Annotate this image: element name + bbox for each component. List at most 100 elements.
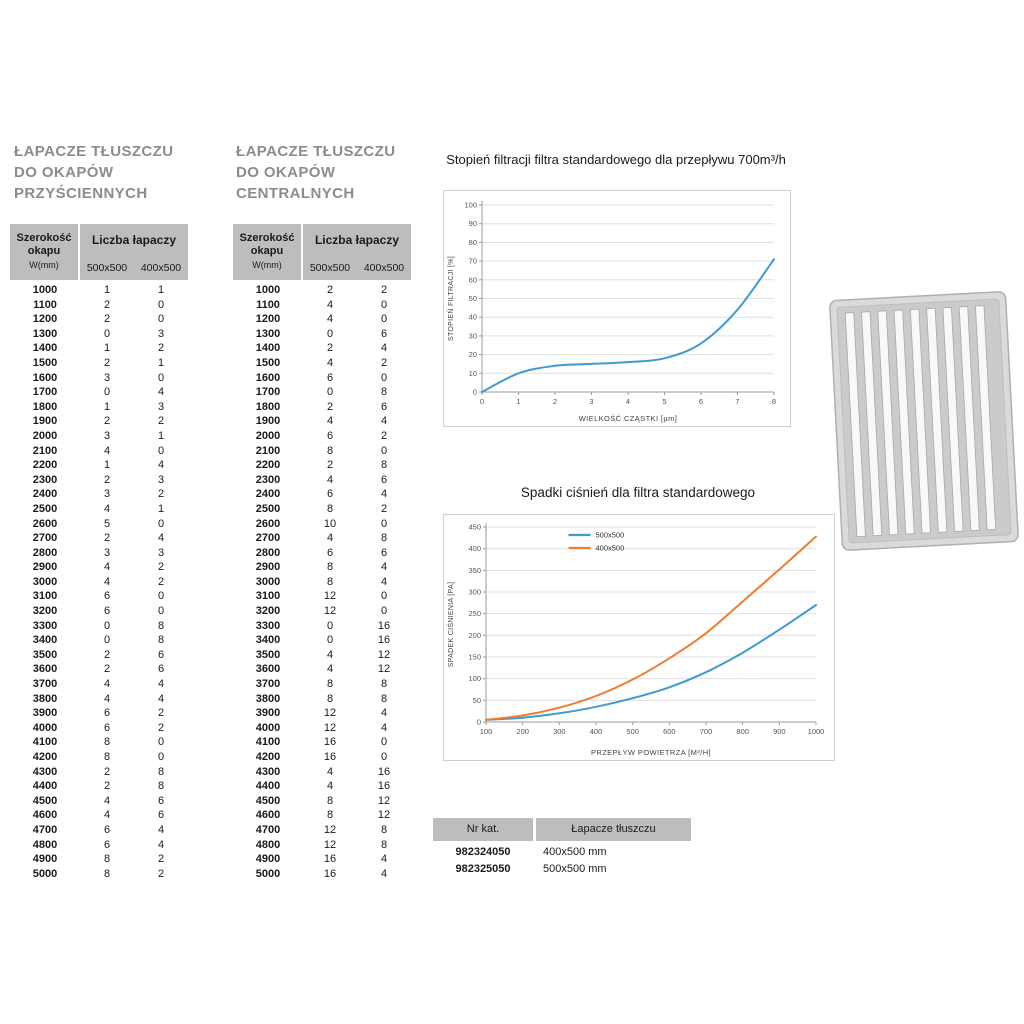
cell-hood-width: 4300 xyxy=(32,765,58,778)
cell-count-500x500: 6 xyxy=(103,590,111,603)
table-row: 4600 8 12 xyxy=(233,808,411,823)
cell-hood-width: 1100 xyxy=(33,298,57,311)
cell-hood-width: 2900 xyxy=(32,561,58,574)
cell-hood-width: 5000 xyxy=(32,867,58,880)
title-line: CENTRALNYCH xyxy=(236,185,355,202)
cell-hood-width: 1800 xyxy=(255,400,281,413)
y-tick-label: 60 xyxy=(469,275,477,284)
table-row: 4100 16 0 xyxy=(233,735,411,750)
cell-count-400x500: 2 xyxy=(157,415,165,428)
filter-slot xyxy=(958,306,980,532)
cell-count-400x500: 0 xyxy=(380,736,388,749)
y-tick-label: 200 xyxy=(468,631,481,640)
y-tick-label: 100 xyxy=(464,201,477,210)
x-tick-label: 100 xyxy=(480,727,493,736)
cell-count-500x500: 6 xyxy=(326,429,334,442)
table-row: 2300 4 6 xyxy=(233,473,411,488)
cell-count-500x500: 2 xyxy=(103,780,111,793)
cell-hood-width: 5000 xyxy=(255,867,281,880)
cell-count-500x500: 4 xyxy=(326,765,334,778)
cell-count-500x500: 6 xyxy=(103,721,111,734)
legend-label: 400x500 xyxy=(596,544,625,553)
cell-hood-width: 3400 xyxy=(32,634,58,647)
cell-count-500x500: 1 xyxy=(103,400,111,413)
table-row: 4800 6 4 xyxy=(10,838,188,853)
cell-hood-width: 1700 xyxy=(32,386,58,399)
table-row: 1600 6 0 xyxy=(233,371,411,386)
wall-hoods-table-title: ŁAPACZE TŁUSZCZU DO OKAPÓW PRZYŚCIENNYCH xyxy=(14,141,173,204)
cell-hood-width: 4900 xyxy=(32,853,58,866)
x-tick-label: 300 xyxy=(553,727,566,736)
table-row: 3600 2 6 xyxy=(10,662,188,677)
header-filter-count: Liczba łapaczy xyxy=(303,224,411,256)
table-row: 4500 4 6 xyxy=(10,794,188,809)
cell-count-500x500: 4 xyxy=(103,561,111,574)
x-tick-label: 800 xyxy=(736,727,749,736)
y-tick-label: 10 xyxy=(469,369,477,378)
table-row: 1100 2 0 xyxy=(10,298,188,313)
table-row: 2100 4 0 xyxy=(10,444,188,459)
cell-count-400x500: 0 xyxy=(157,590,165,603)
cell-hood-width: 3900 xyxy=(255,707,281,720)
filter-slot xyxy=(893,309,915,535)
table-row: 3300 0 16 xyxy=(233,619,411,634)
cell-hood-width: 1900 xyxy=(255,415,281,428)
cell-count-400x500: 0 xyxy=(380,298,388,311)
cell-hood-width: 2300 xyxy=(255,473,281,486)
cell-count-400x500: 4 xyxy=(157,692,165,705)
title-line: ŁAPACZE TŁUSZCZU xyxy=(236,143,396,160)
cell-hood-width: 2400 xyxy=(255,488,281,501)
header-hood-width: Szerokość okapu W(mm) xyxy=(233,224,303,280)
cell-hood-width: 1400 xyxy=(32,342,58,355)
cell-hood-width: 2000 xyxy=(32,429,58,442)
table-row: 4300 2 8 xyxy=(10,765,188,780)
cell-count-400x500: 16 xyxy=(377,619,391,632)
cell-count-500x500: 4 xyxy=(326,648,334,661)
cell-count-500x500: 0 xyxy=(103,327,111,340)
cell-hood-width: 1500 xyxy=(32,356,58,369)
cell-hood-width: 4100 xyxy=(255,736,281,749)
table-row: 1500 2 1 xyxy=(10,356,188,371)
cell-filter-size: 500x500 mm xyxy=(543,863,607,875)
cell-count-500x500: 3 xyxy=(103,488,111,501)
cell-hood-width: 2700 xyxy=(255,532,281,545)
cell-count-400x500: 8 xyxy=(157,780,165,793)
cell-count-500x500: 2 xyxy=(326,459,334,472)
cell-count-500x500: 5 xyxy=(103,517,111,530)
central-hoods-table-title: ŁAPACZE TŁUSZCZU DO OKAPÓW CENTRALNYCH xyxy=(236,141,395,204)
cell-count-400x500: 4 xyxy=(380,488,388,501)
cell-count-500x500: 12 xyxy=(323,823,337,836)
cell-count-500x500: 8 xyxy=(326,444,334,457)
series-line-400x500 xyxy=(485,535,817,721)
title-line: DO OKAPÓW xyxy=(14,164,114,181)
table-row: 1400 1 2 xyxy=(10,341,188,356)
cell-hood-width: 2600 xyxy=(255,517,281,530)
cell-count-400x500: 2 xyxy=(157,707,165,720)
cell-count-500x500: 4 xyxy=(103,575,111,588)
y-tick-label: 400 xyxy=(468,544,481,553)
cell-count-400x500: 6 xyxy=(157,794,165,807)
cell-count-400x500: 0 xyxy=(157,371,165,384)
cell-hood-width: 1500 xyxy=(255,356,281,369)
table-row: 3500 2 6 xyxy=(10,648,188,663)
table-row: 1300 0 6 xyxy=(233,327,411,342)
cell-cat-number: 982324050 xyxy=(455,846,511,858)
cell-count-500x500: 8 xyxy=(103,751,111,763)
table-row: 2200 1 4 xyxy=(10,458,188,473)
filter-slot xyxy=(975,305,997,531)
y-tick-label: 150 xyxy=(468,653,481,662)
table-row: 1600 3 0 xyxy=(10,371,188,386)
filter-slot xyxy=(942,306,964,532)
cell-hood-width: 3000 xyxy=(32,575,58,588)
cell-count-500x500: 16 xyxy=(323,751,337,763)
cell-count-500x500: 2 xyxy=(103,356,111,369)
table-row: 2100 8 0 xyxy=(233,444,411,459)
table-row: 1900 4 4 xyxy=(233,414,411,429)
cell-count-400x500: 4 xyxy=(380,342,388,355)
cell-hood-width: 1900 xyxy=(32,415,58,428)
y-tick-label: 100 xyxy=(468,674,481,683)
table-row: 4900 8 2 xyxy=(10,852,188,867)
cell-hood-width: 2300 xyxy=(32,473,58,486)
cell-count-400x500: 2 xyxy=(157,853,165,866)
